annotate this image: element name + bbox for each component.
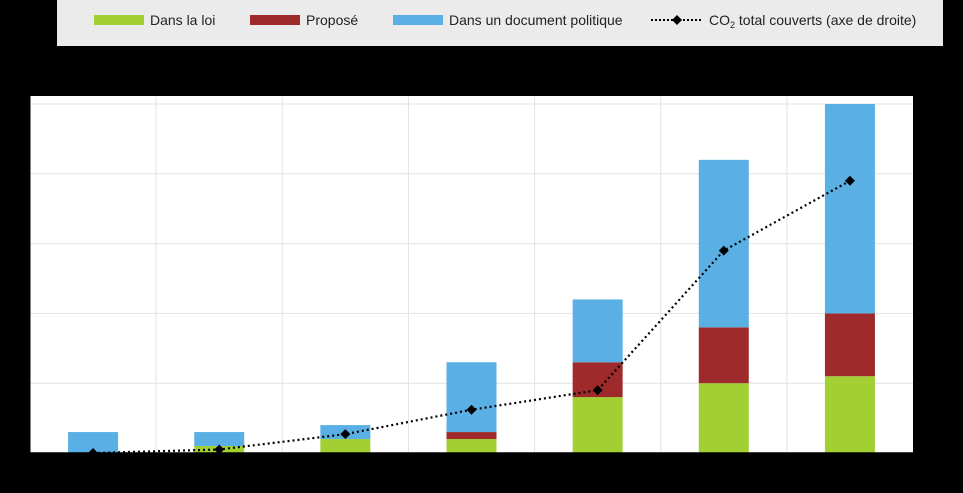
- bar-in-law: [446, 439, 497, 453]
- co2-point: [592, 385, 603, 396]
- legend-label-policy-document: Dans un document politique: [449, 12, 623, 28]
- legend-item-policy-document: Dans un document politique: [393, 10, 623, 30]
- bar-policy-document: [446, 362, 497, 433]
- bar-proposed: [824, 313, 875, 377]
- bar-in-law: [698, 383, 749, 453]
- bar-policy-document: [194, 432, 245, 447]
- bar-policy-document: [824, 104, 875, 314]
- legend-swatch-proposed: [250, 15, 300, 25]
- bar-in-law: [824, 376, 875, 453]
- co2-point: [214, 444, 225, 455]
- co2-point: [718, 245, 729, 256]
- bar-proposed: [446, 432, 497, 440]
- bar-policy-document: [698, 159, 749, 328]
- co2-point: [340, 429, 351, 440]
- co2-point: [466, 404, 477, 415]
- legend-label-proposed: Proposé: [306, 12, 359, 28]
- bar-in-law: [320, 439, 371, 453]
- co2-point: [844, 175, 855, 186]
- co2-point: [88, 448, 99, 458]
- bar-proposed: [698, 327, 749, 384]
- legend-label-in-law: Dans la loi: [150, 12, 216, 28]
- legend-item-proposed: Proposé: [250, 10, 358, 30]
- legend: Dans la loi Proposé Dans un document pol…: [57, 0, 943, 46]
- legend-swatch-policy-document: [393, 15, 443, 25]
- legend-swatch-in-law: [94, 15, 144, 25]
- bar-policy-document: [68, 432, 119, 453]
- legend-item-in-law: Dans la loi: [94, 10, 215, 30]
- legend-swatch-co2-line: [651, 15, 703, 25]
- legend-item-co2: CO2 total couverts (axe de droite): [651, 10, 916, 30]
- legend-label-co2: CO2 total couverts (axe de droite): [709, 12, 917, 30]
- bar-in-law: [572, 397, 623, 453]
- bar-policy-document: [572, 299, 623, 363]
